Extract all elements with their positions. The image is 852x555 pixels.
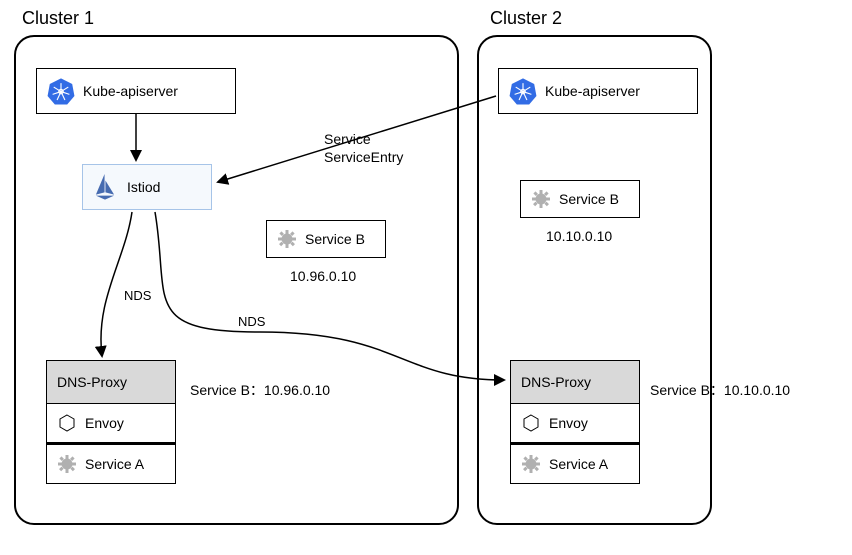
service-a-1-label: Service A	[85, 456, 144, 472]
kubernetes-icon	[47, 77, 75, 105]
kube-apiserver-2: Kube-apiserver	[498, 68, 698, 114]
kube-apiserver-2-label: Kube-apiserver	[545, 83, 640, 99]
kube-apiserver-1-label: Kube-apiserver	[83, 83, 178, 99]
service-a-2-label: Service A	[549, 456, 608, 472]
envoy-1: Envoy	[46, 403, 176, 443]
envoy-1-label: Envoy	[85, 415, 124, 431]
hexagon-icon	[57, 413, 77, 433]
gear-icon	[57, 454, 77, 474]
dns-proxy-2: DNS-Proxy	[510, 360, 640, 404]
istiod-label: Istiod	[127, 179, 160, 195]
hexagon-icon	[521, 413, 541, 433]
service-b-c1-ip: 10.96.0.10	[290, 268, 356, 284]
cluster-1-label: Cluster 1	[22, 8, 94, 29]
service-b-c2: Service B	[520, 180, 640, 218]
service-b-c2-label: Service B	[559, 191, 619, 207]
kube-apiserver-1: Kube-apiserver	[36, 68, 236, 114]
gear-icon	[277, 229, 297, 249]
proxy-stack-1: DNS-Proxy Envoy Service A	[46, 360, 176, 484]
cluster2-svc-label: Service B：10.10.0.10	[650, 380, 790, 400]
dns-proxy-1: DNS-Proxy	[46, 360, 176, 404]
kubernetes-icon	[509, 77, 537, 105]
gear-icon	[521, 454, 541, 474]
proxy-stack-2: DNS-Proxy Envoy Service A	[510, 360, 640, 484]
cluster-2-label: Cluster 2	[490, 8, 562, 29]
envoy-2-label: Envoy	[549, 415, 588, 431]
cluster1-svc-label: Service B：10.96.0.10	[190, 380, 330, 400]
gear-icon	[531, 189, 551, 209]
envoy-2: Envoy	[510, 403, 640, 443]
service-b-c1: Service B	[266, 220, 386, 258]
istiod: Istiod	[82, 164, 212, 210]
service-b-c1-label: Service B	[305, 231, 365, 247]
istio-icon	[93, 174, 117, 200]
dns-proxy-2-label: DNS-Proxy	[521, 374, 591, 390]
dns-proxy-1-label: DNS-Proxy	[57, 374, 127, 390]
service-a-2: Service A	[510, 444, 640, 484]
service-a-1: Service A	[46, 444, 176, 484]
service-b-c2-ip: 10.10.0.10	[546, 228, 612, 244]
